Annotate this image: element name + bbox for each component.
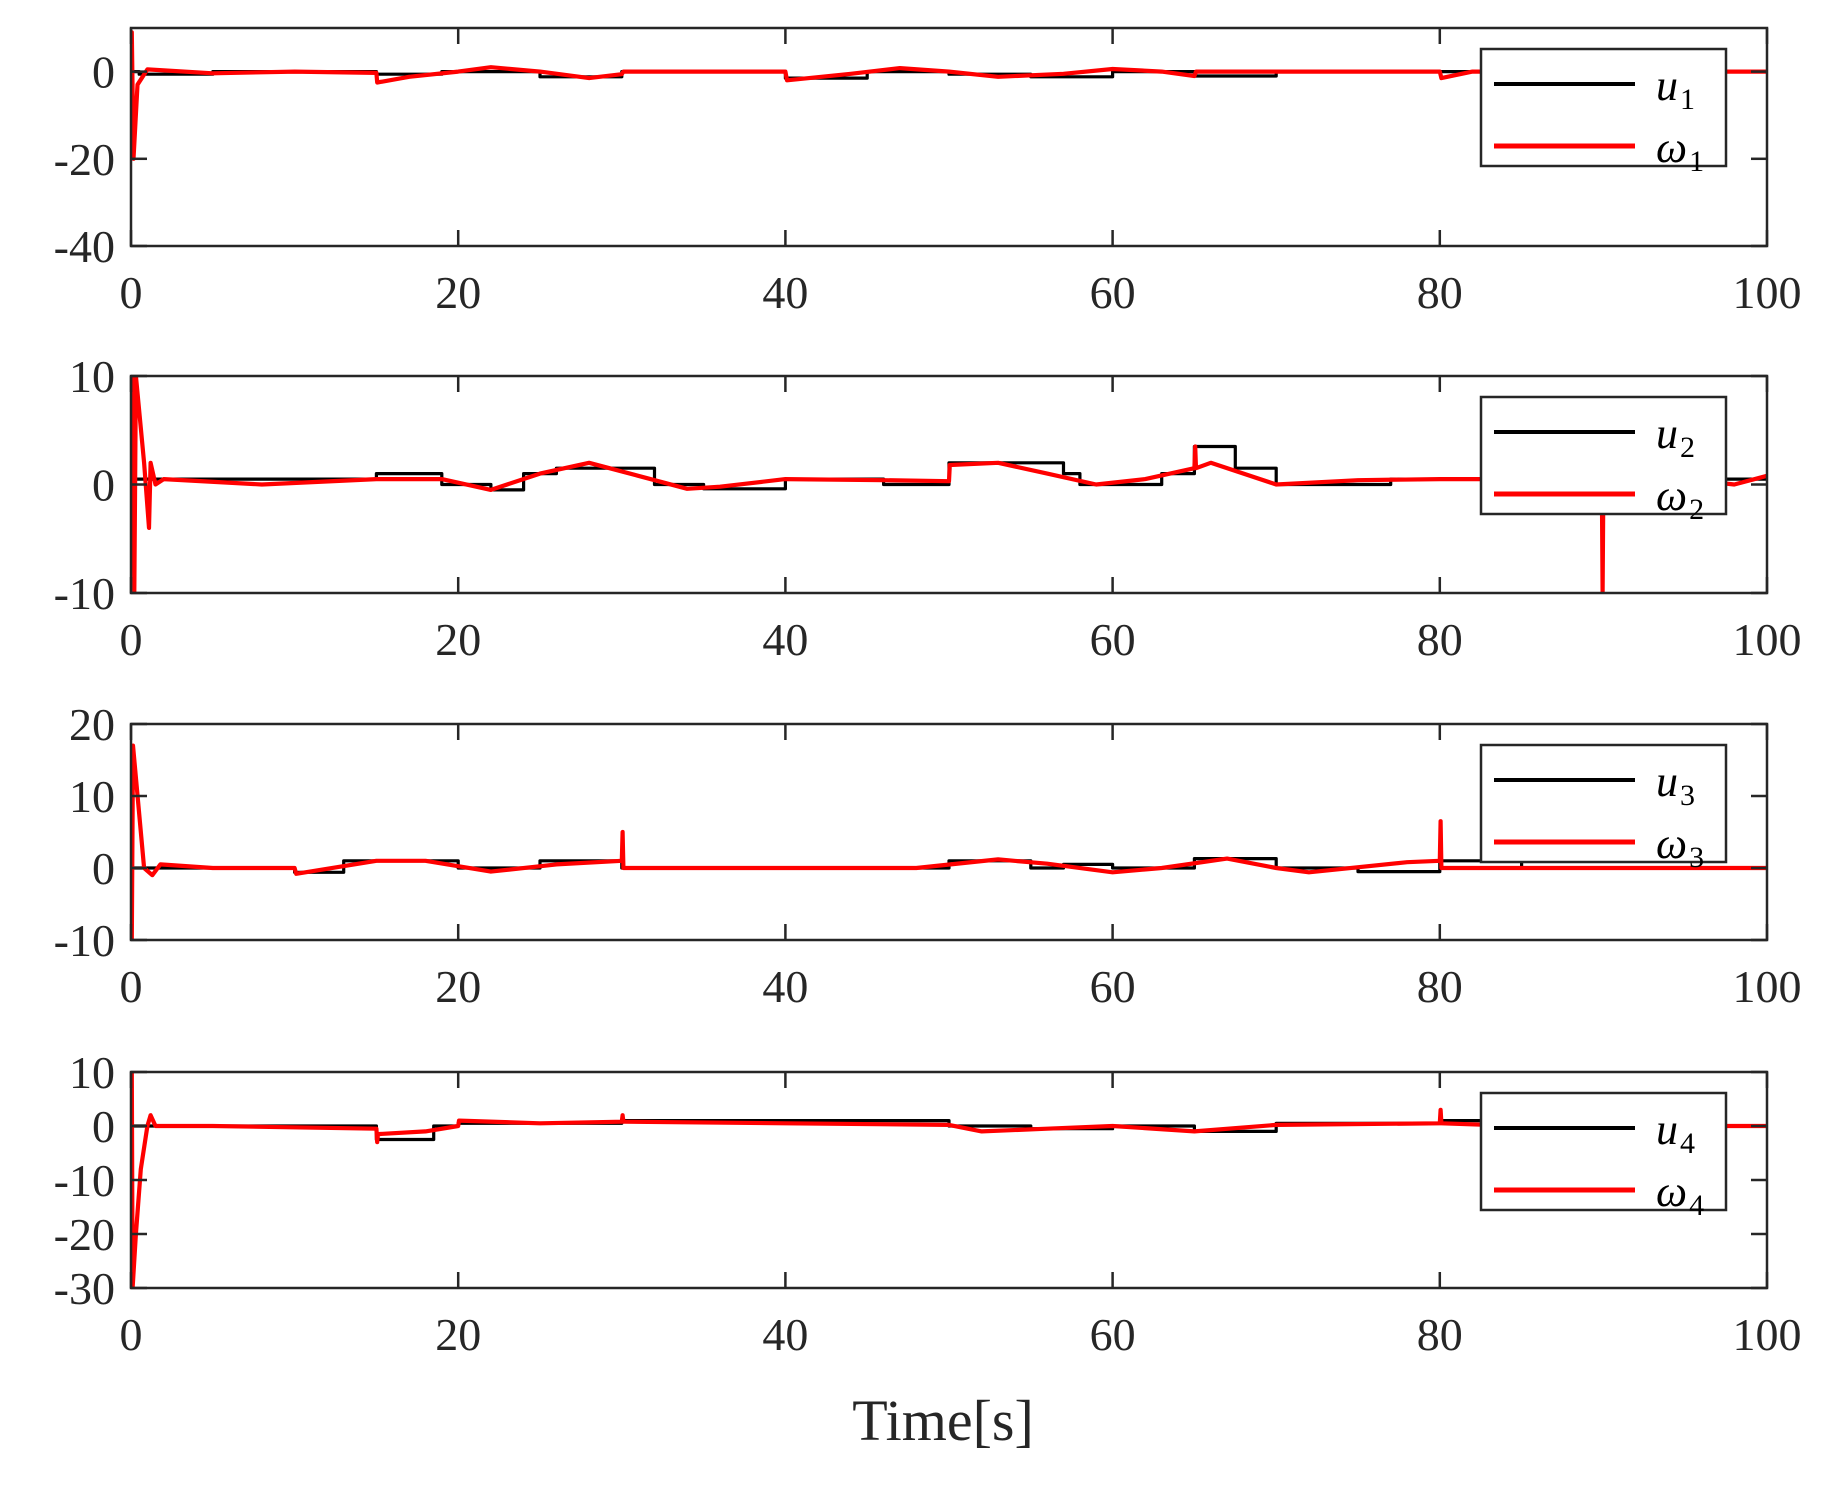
legend-entry: u2 xyxy=(1656,409,1695,464)
y-tick-label: 0 xyxy=(92,843,115,894)
y-tick-label: -20 xyxy=(54,134,115,185)
y-tick-label: 0 xyxy=(92,47,115,98)
legend-symbol: ω xyxy=(1656,471,1687,520)
legend-entry: ω1 xyxy=(1656,123,1704,178)
x-tick-label: 100 xyxy=(1733,614,1802,665)
x-tick-label: 20 xyxy=(435,1309,481,1360)
legend-subscript: 2 xyxy=(1689,493,1704,526)
axes-box xyxy=(129,26,1769,248)
x-tick-label: 60 xyxy=(1090,1309,1136,1360)
legend-symbol: ω xyxy=(1656,1167,1687,1216)
legend-entry: u1 xyxy=(1656,61,1695,116)
x-axis-label: Time[s] xyxy=(852,1388,1034,1453)
legend-subscript: 3 xyxy=(1689,841,1704,874)
x-tick-label: 100 xyxy=(1733,961,1802,1012)
x-tick-label: 100 xyxy=(1733,1309,1802,1360)
y-tick-label: 10 xyxy=(69,771,115,822)
y-tick-label: -10 xyxy=(54,568,115,619)
y-tick-label: -30 xyxy=(54,1263,115,1314)
y-tick-label: 0 xyxy=(92,460,115,511)
x-tick-label: 40 xyxy=(762,1309,808,1360)
x-tick-label: 40 xyxy=(762,614,808,665)
x-tick-label: 0 xyxy=(120,961,143,1012)
legend-symbol: ω xyxy=(1656,819,1687,868)
legend-subscript: 1 xyxy=(1689,145,1704,178)
series-group xyxy=(131,743,1767,940)
legend-symbol: ω xyxy=(1656,123,1687,172)
y-tick-label: -10 xyxy=(54,1155,115,1206)
legend-entry: u4 xyxy=(1656,1105,1695,1160)
y-tick-label: -10 xyxy=(54,915,115,966)
x-tick-label: 60 xyxy=(1090,961,1136,1012)
x-tick-label: 80 xyxy=(1417,1309,1463,1360)
x-tick-label: 80 xyxy=(1417,614,1463,665)
x-tick-label: 60 xyxy=(1090,614,1136,665)
legend-subscript: 2 xyxy=(1680,431,1695,464)
legend-symbol: u xyxy=(1656,61,1678,110)
axes-box xyxy=(129,722,1769,942)
x-tick-label: 20 xyxy=(435,961,481,1012)
x-tick-label: 0 xyxy=(120,1309,143,1360)
series-line-u-3 xyxy=(131,857,1767,874)
series-line-omega-4 xyxy=(131,1072,1767,1288)
x-tick-label: 20 xyxy=(435,267,481,318)
y-tick-label: 10 xyxy=(69,1047,115,1098)
y-tick-label: 0 xyxy=(92,1101,115,1152)
legend-subscript: 3 xyxy=(1680,779,1695,812)
y-tick-label: -40 xyxy=(54,221,115,272)
legend-entry: u3 xyxy=(1656,757,1695,812)
legend-subscript: 4 xyxy=(1689,1189,1704,1222)
legend-entry: ω4 xyxy=(1656,1167,1704,1222)
x-tick-label: 40 xyxy=(762,267,808,318)
legend-subscript: 4 xyxy=(1680,1127,1695,1160)
y-tick-label: 20 xyxy=(69,699,115,750)
x-tick-label: 20 xyxy=(435,614,481,665)
series-group xyxy=(131,30,1767,161)
x-tick-label: 80 xyxy=(1417,961,1463,1012)
x-tick-label: 60 xyxy=(1090,267,1136,318)
legend-entry: ω2 xyxy=(1656,471,1704,526)
legend-symbol: u xyxy=(1656,757,1678,806)
legend-symbol: u xyxy=(1656,409,1678,458)
series-group xyxy=(131,1072,1767,1288)
legend-symbol: u xyxy=(1656,1105,1678,1154)
x-tick-label: 40 xyxy=(762,961,808,1012)
y-tick-label: 10 xyxy=(69,351,115,402)
series-line-omega-3 xyxy=(131,743,1767,940)
x-tick-label: 0 xyxy=(120,614,143,665)
series-line-omega-1 xyxy=(131,30,1767,161)
x-tick-label: 80 xyxy=(1417,267,1463,318)
x-tick-label: 0 xyxy=(120,267,143,318)
legend-entry: ω3 xyxy=(1656,819,1704,874)
x-tick-label: 100 xyxy=(1733,267,1802,318)
legend-subscript: 1 xyxy=(1680,83,1695,116)
y-tick-label: -20 xyxy=(54,1209,115,1260)
